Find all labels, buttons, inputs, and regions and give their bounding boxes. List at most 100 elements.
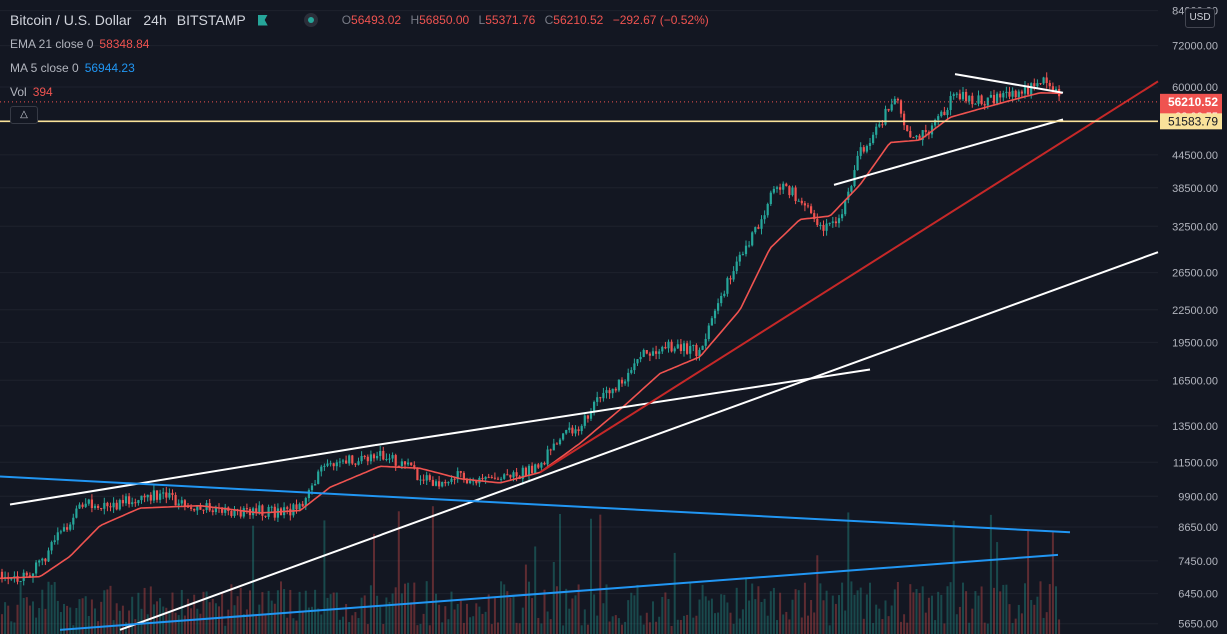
collapse-legend-button[interactable]: △ <box>10 106 38 124</box>
candle-body <box>444 481 447 484</box>
candle-body <box>1027 85 1030 95</box>
price-tick-label: 5650.00 <box>1178 619 1218 631</box>
flag-icon[interactable] <box>257 14 268 26</box>
candle-body <box>847 191 850 201</box>
volume-bar <box>236 596 239 634</box>
candle-body <box>503 474 506 479</box>
volume-bar <box>81 598 84 634</box>
volume-bar <box>686 614 689 634</box>
interval-label[interactable]: 24h <box>143 12 167 28</box>
trend-lines[interactable] <box>0 73 1159 631</box>
volume-bar <box>307 607 310 634</box>
candle-body <box>438 481 441 487</box>
volume-bar <box>918 593 921 634</box>
volume-bar <box>394 587 397 634</box>
candle-body <box>295 504 298 510</box>
candle-body <box>403 461 407 465</box>
volume-bar <box>862 618 865 634</box>
candle-body <box>264 515 267 517</box>
currency-button[interactable]: USD <box>1185 8 1215 28</box>
market-status-icon[interactable] <box>303 13 318 27</box>
candle-body <box>710 318 713 326</box>
candle-body <box>785 183 788 187</box>
volume-bar <box>555 586 558 634</box>
price-axis[interactable]: 84000.0072000.0060000.0044500.0038500.00… <box>1160 0 1227 634</box>
volume-bar <box>143 587 146 634</box>
candle-body <box>527 465 531 476</box>
candle-body <box>320 466 323 472</box>
volume-bar <box>267 590 270 634</box>
candle-body <box>422 479 425 481</box>
volume-bar <box>648 622 651 634</box>
candle-body <box>196 505 199 511</box>
ma-legend[interactable]: MA 5 close 0 56944.23 <box>10 56 709 80</box>
candle-body <box>428 475 431 480</box>
volume-bar <box>19 581 22 634</box>
volume-bar <box>614 615 617 634</box>
volume-bar <box>893 589 896 634</box>
volume-bar <box>667 598 670 634</box>
candle-body <box>487 476 490 478</box>
candle-body <box>214 507 217 513</box>
candle-body <box>676 344 679 349</box>
volume-bar <box>735 587 738 634</box>
candle-body <box>989 94 992 98</box>
candle-body <box>977 95 980 104</box>
volume-bar <box>875 604 878 634</box>
volume-bar <box>838 595 840 634</box>
volume-bar <box>642 624 645 634</box>
candle-body <box>974 103 977 105</box>
candle-body <box>245 508 248 510</box>
volume-bar <box>695 615 698 634</box>
candle-body <box>171 492 174 495</box>
candle-body <box>75 508 78 518</box>
volume-bar <box>655 621 658 634</box>
volume-bar <box>283 589 286 634</box>
volume-bar <box>661 596 664 634</box>
candle-body <box>887 108 890 111</box>
vol-legend[interactable]: Vol 394 <box>10 80 709 104</box>
candle-body <box>611 388 614 394</box>
volume-bar <box>56 600 59 634</box>
vol-value: 394 <box>32 85 53 99</box>
candle-body <box>831 221 834 223</box>
volume-bar <box>1051 532 1054 634</box>
candle-body <box>1054 89 1058 92</box>
candle-body <box>549 449 552 451</box>
candle-body <box>1048 83 1051 87</box>
volume-bar <box>438 604 441 634</box>
volume-bar <box>190 608 193 634</box>
candle-body <box>772 188 775 193</box>
volume-bar <box>605 584 608 634</box>
volume-bar <box>435 593 437 634</box>
volume-bar <box>509 597 512 634</box>
volume-bar <box>320 614 323 634</box>
volume-bar <box>456 603 459 634</box>
candle-body <box>465 479 469 484</box>
volume-bar <box>803 582 806 634</box>
candle-body <box>109 506 112 508</box>
volume-bar <box>704 596 707 634</box>
candle-body <box>84 503 87 507</box>
volume-bar <box>962 582 964 634</box>
volume-bar <box>335 592 338 634</box>
candle-body <box>304 498 307 507</box>
volume-bar <box>952 520 955 634</box>
symbol-title[interactable]: Bitcoin / U.S. Dollar <box>10 12 132 28</box>
candle-body <box>766 203 769 216</box>
candle-body <box>577 429 580 432</box>
candle-body <box>630 370 633 373</box>
volume-bar <box>249 590 251 634</box>
price-tick-label: 13500.00 <box>1172 421 1218 433</box>
price-tick-label: 32500.00 <box>1172 221 1218 233</box>
volume-bar <box>459 600 462 634</box>
ema-legend[interactable]: EMA 21 close 0 58348.84 <box>10 32 709 56</box>
candle-body <box>810 206 813 214</box>
candle-body <box>400 461 403 467</box>
candle-body <box>69 524 72 530</box>
candle-body <box>580 425 583 432</box>
candle-body <box>372 454 376 459</box>
volume-bar <box>593 594 596 634</box>
exchange-label: BITSTAMP <box>176 12 246 28</box>
